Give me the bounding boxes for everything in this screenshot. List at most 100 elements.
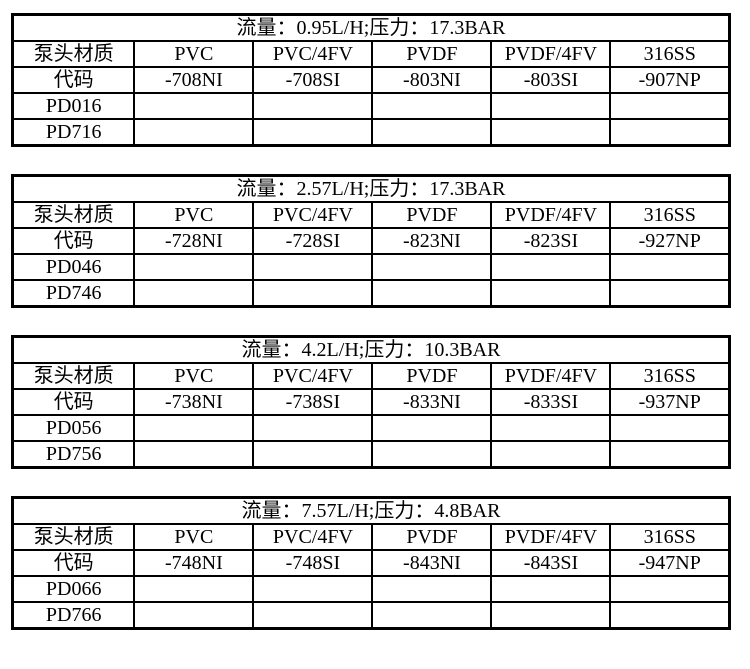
header-cell-pvdf: PVDF [371, 362, 493, 390]
table-title: 流量：2.57L/H;压力：17.3BAR [11, 174, 731, 203]
code-cell: -823SI [490, 227, 612, 255]
code-row: 代码 -738NI -738SI -833NI -833SI -937NP [11, 388, 731, 416]
code-cell: -728SI [252, 227, 374, 255]
model-label: PD766 [11, 601, 136, 630]
empty-cell [609, 92, 731, 120]
pump-spec-table-1: 流量：0.95L/H;压力：17.3BAR 泵头材质 PVC PVC/4FV P… [11, 13, 731, 147]
code-cell: -738NI [133, 388, 255, 416]
header-cell-pvdf4fv: PVDF/4FV [490, 40, 612, 68]
empty-cell [371, 414, 493, 442]
code-cell: -927NP [609, 227, 731, 255]
code-cell: -937NP [609, 388, 731, 416]
header-cell-pvc4fv: PVC/4FV [252, 362, 374, 390]
empty-cell [609, 279, 731, 308]
empty-cell [490, 279, 612, 308]
empty-cell [133, 253, 255, 281]
model-label: PD056 [11, 414, 136, 442]
code-cell: -728NI [133, 227, 255, 255]
header-cell-pvc: PVC [133, 523, 255, 551]
code-cell: -708NI [133, 66, 255, 94]
document-page: 流量：0.95L/H;压力：17.3BAR 泵头材质 PVC PVC/4FV P… [11, 13, 731, 630]
code-cell: -907NP [609, 66, 731, 94]
header-cell-material: 泵头材质 [11, 201, 136, 229]
table-title: 流量：0.95L/H;压力：17.3BAR [11, 13, 731, 42]
model-label: PD716 [11, 118, 136, 147]
code-row: 代码 -748NI -748SI -843NI -843SI -947NP [11, 549, 731, 577]
model-label: PD046 [11, 253, 136, 281]
empty-cell [371, 575, 493, 603]
empty-cell [609, 414, 731, 442]
code-cell: -708SI [252, 66, 374, 94]
empty-cell [133, 440, 255, 469]
code-cell: -833SI [490, 388, 612, 416]
header-cell-pvc: PVC [133, 201, 255, 229]
empty-cell [133, 92, 255, 120]
code-row-label: 代码 [11, 388, 136, 416]
code-cell: -803NI [371, 66, 493, 94]
header-cell-material: 泵头材质 [11, 362, 136, 390]
empty-cell [252, 253, 374, 281]
empty-cell [252, 440, 374, 469]
empty-cell [490, 414, 612, 442]
code-row-label: 代码 [11, 66, 136, 94]
pump-spec-table-4: 流量：7.57L/H;压力：4.8BAR 泵头材质 PVC PVC/4FV PV… [11, 496, 731, 630]
empty-cell [490, 92, 612, 120]
table-title-row: 流量：7.57L/H;压力：4.8BAR [11, 496, 731, 525]
empty-cell [490, 118, 612, 147]
code-row: 代码 -708NI -708SI -803NI -803SI -907NP [11, 66, 731, 94]
empty-cell [252, 414, 374, 442]
header-cell-pvdf: PVDF [371, 40, 493, 68]
header-row: 泵头材质 PVC PVC/4FV PVDF PVDF/4FV 316SS [11, 201, 731, 229]
code-cell: -823NI [371, 227, 493, 255]
empty-cell [609, 601, 731, 630]
header-cell-316ss: 316SS [609, 523, 731, 551]
model-row: PD756 [11, 440, 731, 469]
model-row: PD766 [11, 601, 731, 630]
empty-cell [371, 440, 493, 469]
header-cell-material: 泵头材质 [11, 523, 136, 551]
header-cell-pvc4fv: PVC/4FV [252, 201, 374, 229]
empty-cell [609, 440, 731, 469]
header-row: 泵头材质 PVC PVC/4FV PVDF PVDF/4FV 316SS [11, 523, 731, 551]
empty-cell [252, 92, 374, 120]
empty-cell [490, 575, 612, 603]
empty-cell [371, 253, 493, 281]
empty-cell [252, 118, 374, 147]
code-cell: -843SI [490, 549, 612, 577]
header-cell-pvc: PVC [133, 362, 255, 390]
code-cell: -803SI [490, 66, 612, 94]
code-cell: -738SI [252, 388, 374, 416]
empty-cell [490, 440, 612, 469]
empty-cell [371, 279, 493, 308]
pump-spec-table-2: 流量：2.57L/H;压力：17.3BAR 泵头材质 PVC PVC/4FV P… [11, 174, 731, 308]
table-title: 流量：7.57L/H;压力：4.8BAR [11, 496, 731, 525]
table-title-row: 流量：0.95L/H;压力：17.3BAR [11, 13, 731, 42]
header-cell-pvc4fv: PVC/4FV [252, 40, 374, 68]
empty-cell [252, 279, 374, 308]
header-cell-material: 泵头材质 [11, 40, 136, 68]
empty-cell [371, 92, 493, 120]
header-cell-pvdf: PVDF [371, 201, 493, 229]
empty-cell [252, 575, 374, 603]
code-row-label: 代码 [11, 227, 136, 255]
header-cell-pvdf4fv: PVDF/4FV [490, 201, 612, 229]
model-row: PD716 [11, 118, 731, 147]
empty-cell [371, 601, 493, 630]
empty-cell [609, 253, 731, 281]
model-row: PD066 [11, 575, 731, 603]
header-row: 泵头材质 PVC PVC/4FV PVDF PVDF/4FV 316SS [11, 362, 731, 390]
code-cell: -833NI [371, 388, 493, 416]
empty-cell [490, 253, 612, 281]
model-row: PD056 [11, 414, 731, 442]
empty-cell [371, 118, 493, 147]
code-cell: -947NP [609, 549, 731, 577]
empty-cell [133, 279, 255, 308]
header-row: 泵头材质 PVC PVC/4FV PVDF PVDF/4FV 316SS [11, 40, 731, 68]
header-cell-316ss: 316SS [609, 40, 731, 68]
header-cell-316ss: 316SS [609, 201, 731, 229]
model-label: PD756 [11, 440, 136, 469]
empty-cell [133, 118, 255, 147]
header-cell-316ss: 316SS [609, 362, 731, 390]
code-row-label: 代码 [11, 549, 136, 577]
empty-cell [133, 601, 255, 630]
